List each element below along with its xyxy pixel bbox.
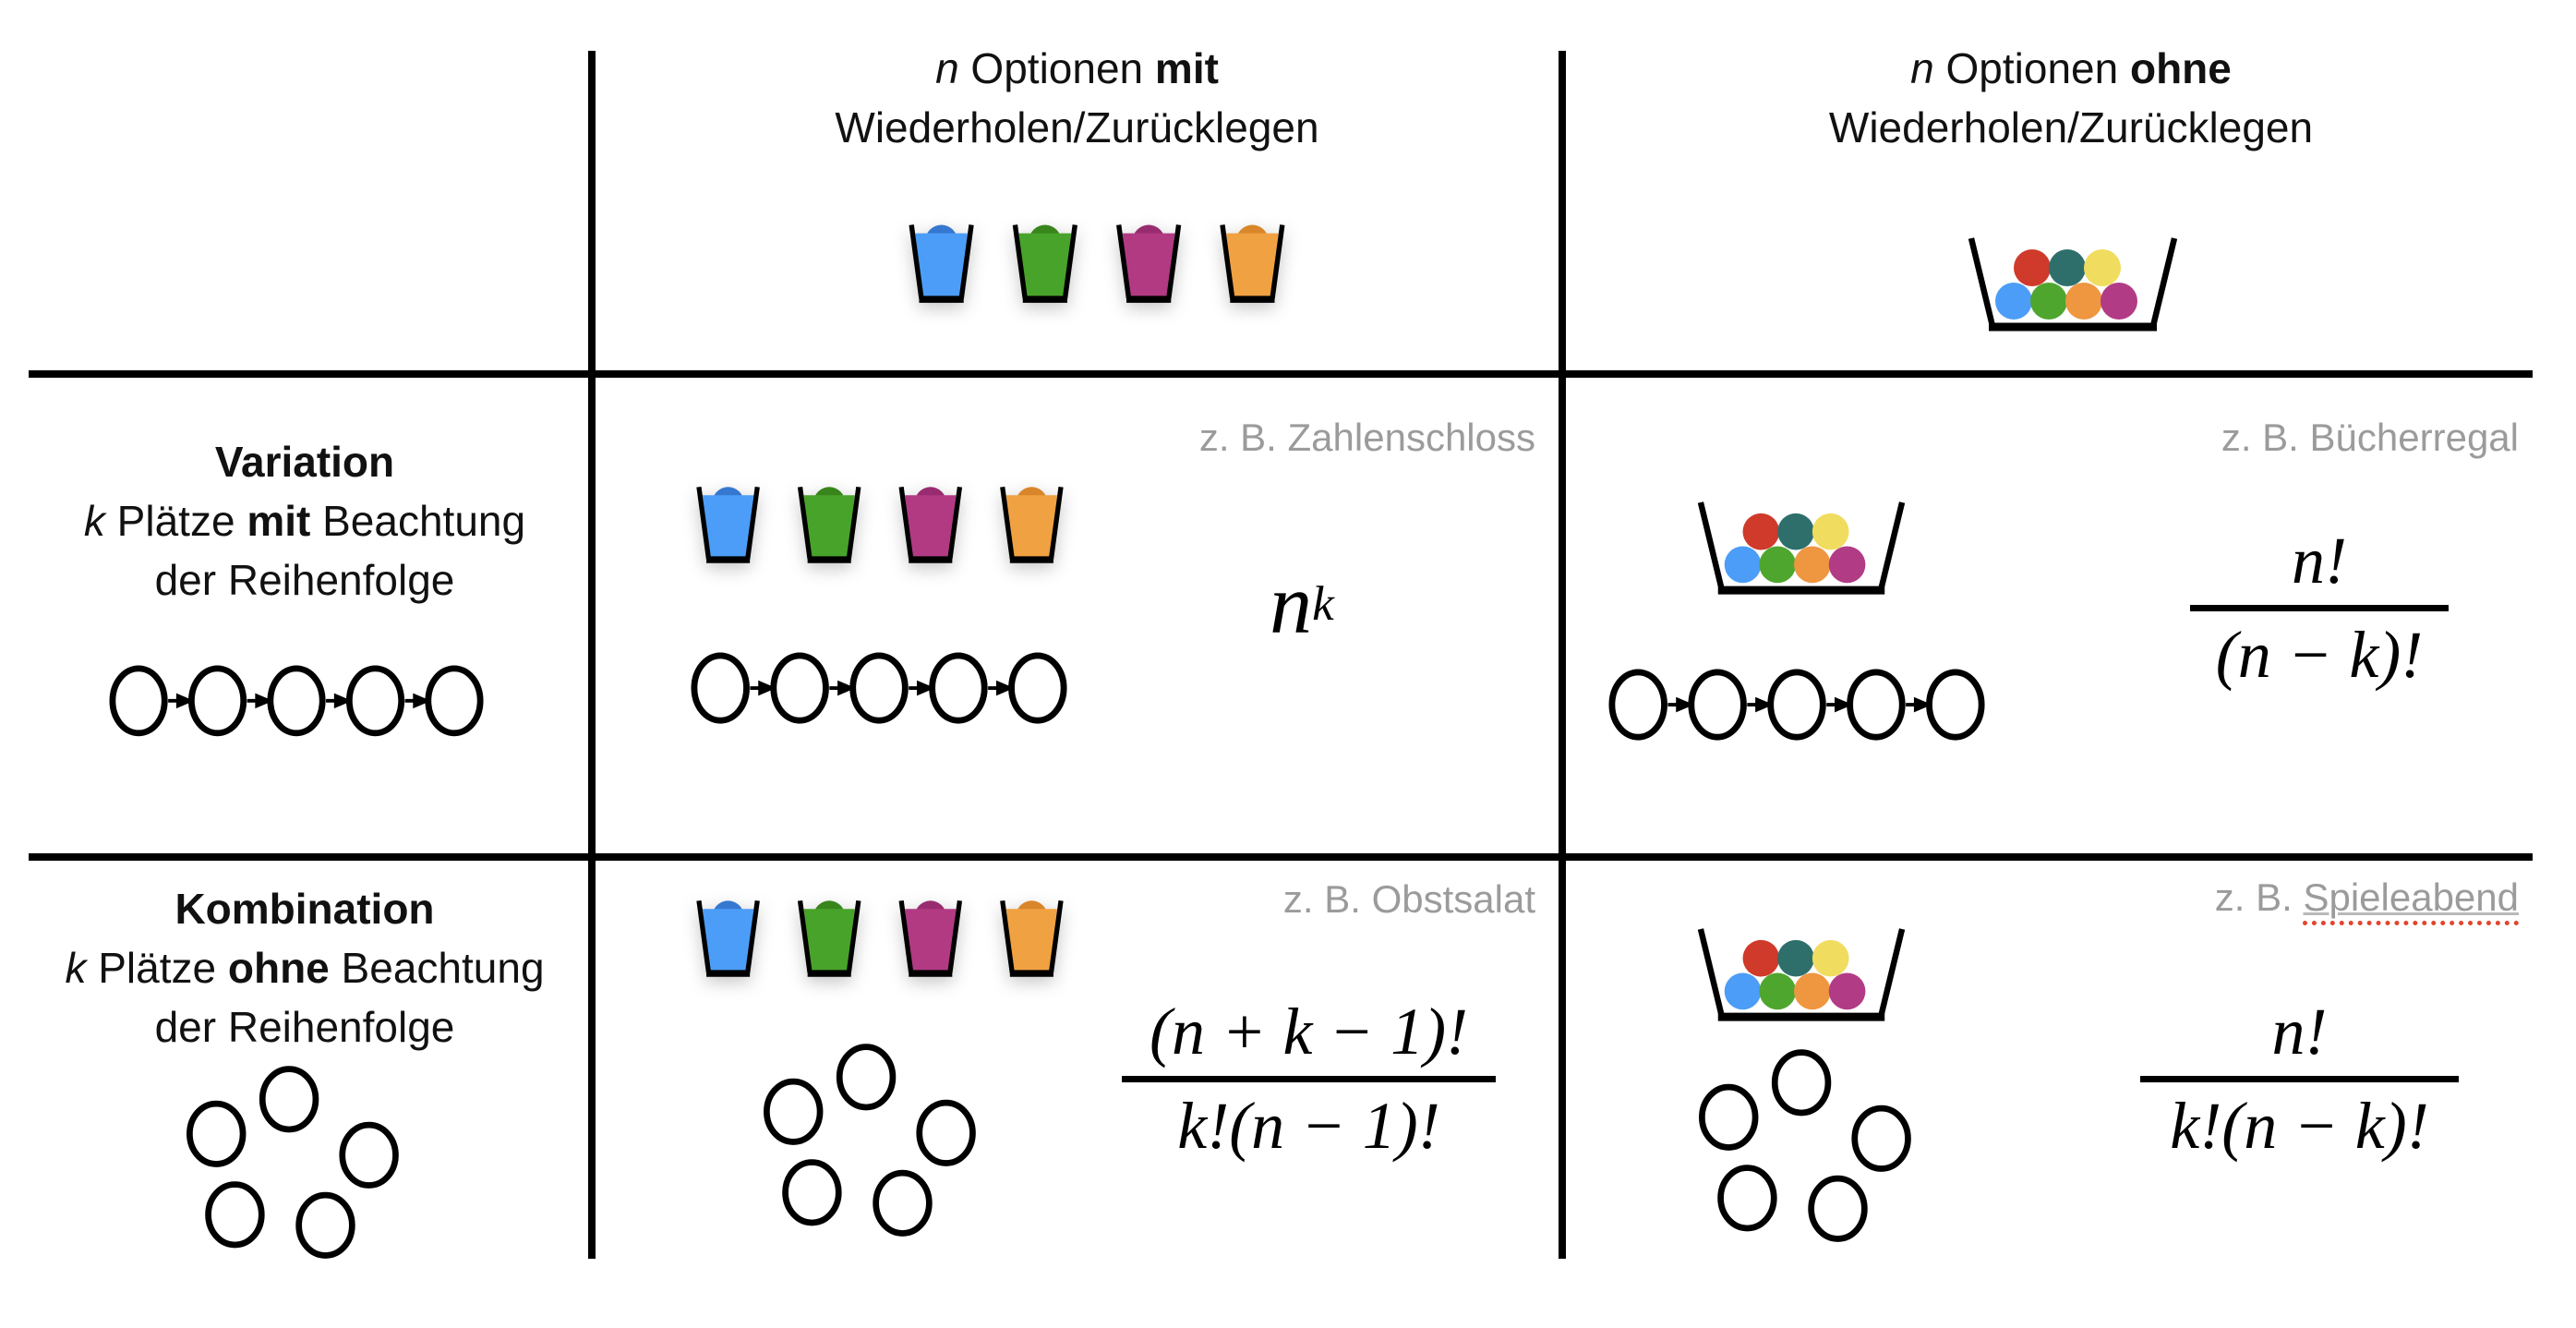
basket-icon	[1962, 233, 2184, 339]
header-without-mid: Optionen	[1933, 44, 2130, 92]
fraction-bar	[2140, 1075, 2459, 1082]
variation-desc-suffix: Beachtung	[310, 497, 526, 545]
basket-icon	[1691, 924, 1911, 1029]
formula-base: n	[1270, 557, 1313, 651]
variation-desc-line2: der Reihenfolge	[154, 556, 455, 604]
var-k: k	[65, 944, 87, 992]
formula-denominator: k!(n − 1)!	[1177, 1088, 1440, 1163]
formula-n-power-k: nk	[1200, 561, 1403, 646]
header-without-repetition: n Optionen ohne Wiederholen/Zurücklegen	[1566, 39, 2576, 157]
table-divider-vertical-2	[1559, 51, 1566, 1259]
ordered-slots-icon	[109, 665, 486, 737]
example-zahlenschloss: z. B. Zahlenschloss	[1198, 416, 1535, 459]
basket-icon	[1691, 497, 1911, 602]
header-with-repetition: n Optionen mit Wiederholen/Zurücklegen	[596, 39, 1559, 157]
header-with-keyword: mit	[1154, 44, 1219, 92]
example-spieleabend: z. B. Spieleabend	[2214, 875, 2519, 925]
bucket-row-icon	[903, 218, 1291, 304]
formula-numerator: n!	[2271, 995, 2328, 1068]
row-label-kombination: Kombination k Plätze ohne Beachtung der …	[9, 879, 600, 1056]
formula-numerator: n!	[2292, 524, 2347, 598]
formula-kombination-with: (n + k − 1)! k!(n − 1)!	[1122, 994, 1496, 1165]
table-divider-horizontal-2	[29, 853, 2533, 861]
example-obstsalat: z. B. Obstsalat	[1282, 877, 1535, 921]
var-n: n	[1910, 44, 1934, 92]
formula-exponent: k	[1312, 575, 1334, 631]
header-without-keyword: ohne	[2129, 44, 2232, 92]
header-with-line1: n Optionen mit	[596, 39, 1559, 98]
example-prefix: z. B.	[2214, 875, 2304, 919]
kombination-desc-mid: Plätze	[86, 944, 228, 992]
fraction-bar	[1122, 1075, 1496, 1082]
header-without-line1: n Optionen ohne	[1566, 39, 2576, 98]
header-without-line2: Wiederholen/Zurücklegen	[1828, 103, 2314, 151]
unordered-slots-icon	[175, 1059, 406, 1263]
variation-desc-keyword: mit	[247, 497, 311, 545]
unordered-slots-icon	[752, 1037, 983, 1241]
ordered-slots-icon	[691, 652, 1069, 724]
ordered-slots-icon	[1608, 669, 1987, 741]
variation-desc: k Plätze mit Beachtung	[9, 491, 600, 550]
variation-desc-mid: Plätze	[104, 497, 247, 545]
kombination-desc-line2: der Reihenfolge	[154, 1003, 455, 1051]
table-divider-horizontal-1	[29, 370, 2533, 378]
var-k: k	[83, 497, 105, 545]
fraction-bar	[2190, 604, 2449, 611]
variation-title: Variation	[214, 438, 395, 486]
formula-denominator: (n − k)!	[2215, 617, 2424, 692]
formula-numerator: (n + k − 1)!	[1149, 995, 1469, 1068]
kombination-title: Kombination	[175, 885, 435, 933]
header-with-line2: Wiederholen/Zurücklegen	[835, 103, 1319, 151]
row-label-variation: Variation k Plätze mit Beachtung der Rei…	[9, 432, 600, 610]
kombination-desc-suffix: Beachtung	[329, 944, 545, 992]
example-buecherregal: z. B. Bücherregal	[2221, 416, 2519, 459]
var-n: n	[935, 44, 959, 92]
formula-denominator: k!(n − k)!	[2170, 1088, 2429, 1163]
bucket-row-icon	[691, 894, 1069, 978]
kombination-desc-keyword: ohne	[227, 944, 330, 992]
formula-variation-without: n! (n − k)!	[2190, 523, 2449, 694]
unordered-slots-icon	[1688, 1043, 1919, 1247]
formula-kombination-without: n! k!(n − k)!	[2140, 994, 2459, 1165]
kombination-desc: k Plätze ohne Beachtung	[9, 938, 600, 997]
header-with-mid: Optionen	[958, 44, 1155, 92]
table-divider-vertical-1	[588, 51, 596, 1259]
spellcheck-underlined-word: Spieleabend	[2303, 875, 2519, 925]
bucket-row-icon	[691, 480, 1069, 564]
